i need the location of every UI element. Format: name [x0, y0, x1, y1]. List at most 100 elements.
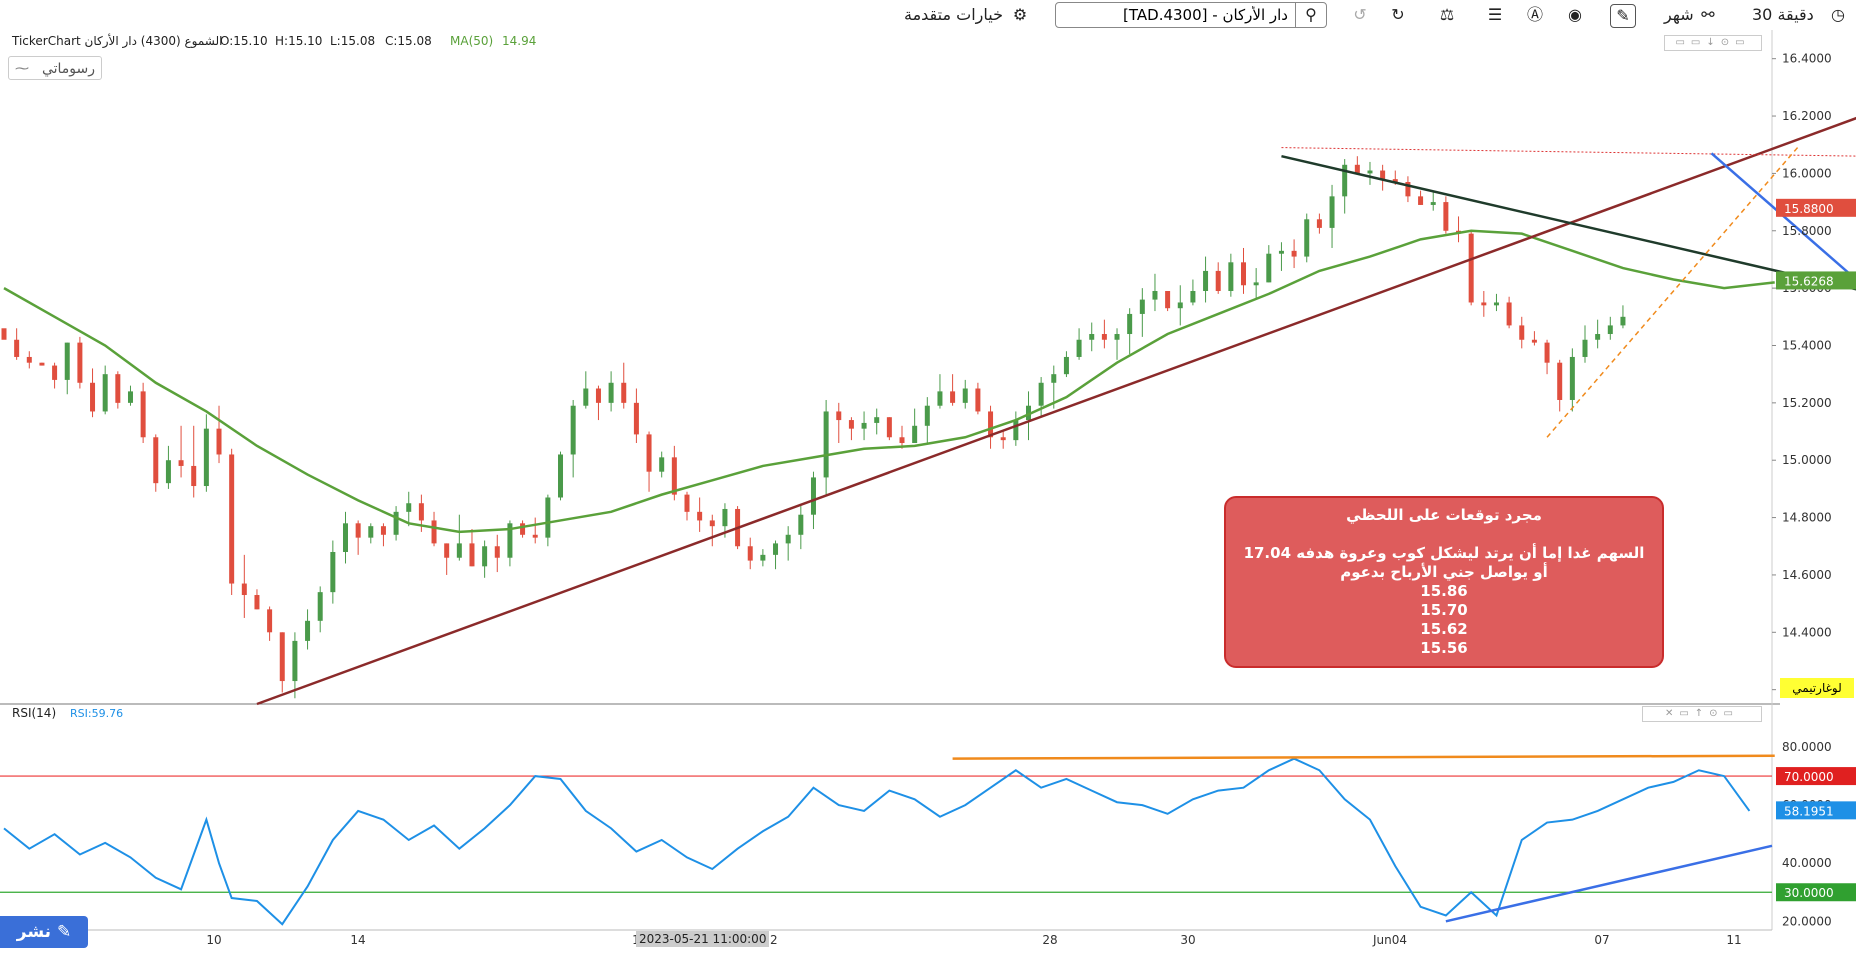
candle-body	[165, 460, 171, 484]
candle-body	[1114, 334, 1120, 340]
candle-body	[482, 546, 488, 567]
candle-body	[191, 465, 197, 487]
search-input[interactable]	[1056, 3, 1296, 27]
candle-body	[1582, 339, 1588, 357]
candle-body	[558, 454, 564, 498]
candle-body	[1595, 334, 1601, 340]
candle-body	[1519, 325, 1525, 340]
candle-body	[988, 411, 994, 438]
rsi-upper-tag: 70.0000	[1784, 770, 1834, 784]
price-tick-label: 15.2000	[1782, 396, 1832, 410]
candle-body	[203, 428, 209, 487]
candle-body	[773, 543, 779, 555]
candle-body	[659, 457, 665, 472]
candle-body	[254, 595, 260, 610]
bars-icon[interactable]: ☰	[1487, 5, 1503, 24]
info-close: C:15.08	[385, 34, 432, 48]
publish-button[interactable]: نشر ✎	[0, 916, 88, 948]
ma-price-tag-bg	[1776, 271, 1856, 290]
candle-body	[153, 437, 159, 484]
candle-body	[1557, 362, 1563, 400]
info-high: H:15.10	[275, 34, 323, 48]
candle-body	[355, 523, 361, 538]
price-tick-label: 16.0000	[1782, 166, 1832, 180]
symbol-search[interactable]: ⚲	[1055, 2, 1327, 28]
annotation-line: السهم غدا إما أن يرتد ليشكل كوب وعروة هد…	[1243, 544, 1645, 562]
ma50-line	[3, 229, 1775, 534]
rsi-value: RSI:59.76	[70, 707, 124, 720]
publish-label: نشر	[16, 922, 52, 942]
candle-body	[545, 497, 551, 538]
candle-body	[1531, 339, 1537, 343]
annotation-line	[1226, 525, 1662, 544]
candle-body	[621, 382, 627, 403]
undo-icon[interactable]: ↺	[1353, 5, 1367, 24]
candle-body	[1569, 356, 1575, 400]
candle-body	[861, 422, 867, 429]
candle-body	[671, 457, 677, 495]
candle-body	[494, 546, 500, 558]
rsi-pane-controls[interactable]: ✕▭↑⊙▭	[1642, 706, 1762, 722]
search-icon[interactable]: ⚲	[1295, 3, 1326, 27]
candle-body	[1, 328, 7, 340]
pencil-icon: ✎	[56, 922, 72, 942]
candle-body	[1354, 164, 1360, 174]
ma-label: MA(50)	[450, 34, 494, 48]
rsi-lower-tag: 30.0000	[1784, 886, 1834, 900]
candle-body	[1177, 302, 1183, 309]
candle-body	[1013, 420, 1019, 441]
drawings-icon: ⁓	[15, 61, 29, 77]
candle-body	[836, 411, 842, 421]
my-drawings-button[interactable]: ⁓ رسوماتي	[8, 56, 102, 80]
time-tick-label: Jun04	[1372, 933, 1407, 947]
candle-body	[406, 503, 412, 512]
candle-body	[520, 523, 526, 535]
candle-body	[102, 374, 108, 412]
candle-body	[267, 609, 273, 633]
candles-group	[1, 156, 1626, 699]
candle-body	[848, 420, 854, 429]
candle-body	[241, 583, 247, 596]
candle-body	[1418, 196, 1424, 205]
candle-body	[1430, 202, 1436, 205]
gear-icon[interactable]: ⚙	[1012, 5, 1028, 24]
ma-price-tag: 15.6268	[1784, 274, 1834, 288]
high-dotted-line	[1281, 147, 1856, 157]
candle-body	[1329, 196, 1335, 228]
candle-body	[216, 428, 222, 455]
ma-value: 14.94	[502, 34, 537, 48]
pane-controls[interactable]: ▭▭↓⊙▭	[1664, 35, 1762, 51]
candle-body	[418, 503, 424, 521]
interval-selector[interactable]: 30 دقيقة	[1752, 5, 1814, 24]
indicator-icon[interactable]: ◉	[1568, 5, 1582, 24]
ma-line-group	[3, 229, 1775, 534]
price-tick-label: 15.0000	[1782, 453, 1832, 467]
candle-body	[90, 382, 96, 412]
price-tick-label: 15.4000	[1782, 338, 1832, 352]
rsi-support-line	[1445, 844, 1773, 923]
rsi-tick-label: 40.0000	[1782, 856, 1832, 870]
advanced-options[interactable]: خيارات متقدمة	[904, 5, 1003, 24]
alert-icon[interactable]: Ⓐ	[1526, 5, 1543, 24]
forecast-annotation[interactable]: مجرد توقعات على اللحظي السهم غدا إما أن ي…	[1224, 496, 1664, 668]
log-scale-toggle[interactable]: لوغارتيمي	[1780, 678, 1854, 698]
candle-body	[1190, 290, 1196, 303]
candle-body	[583, 388, 589, 406]
support-trendline	[256, 116, 1856, 706]
candle-body	[823, 411, 829, 478]
price-tick-label: 15.8000	[1782, 224, 1832, 238]
candle-body	[747, 546, 753, 561]
clock-icon[interactable]: ◷	[1831, 5, 1845, 24]
draw-tool-icon[interactable]: ✎	[1610, 4, 1636, 28]
candle-body	[444, 543, 450, 558]
candle-body	[1051, 374, 1057, 383]
redo-icon[interactable]: ↻	[1391, 5, 1405, 24]
candle-body	[1165, 290, 1171, 309]
toolbar: ◷ 30 دقيقة شهر ⚯ ✎ ◉ Ⓐ ☰ ⚖ ↻ ↺ ⚲ ⚙ خيارا…	[0, 0, 1856, 30]
candle-body	[1367, 170, 1373, 174]
candle-body	[1316, 219, 1322, 228]
compare-icon[interactable]: ⚖	[1439, 5, 1455, 24]
range-selector[interactable]: شهر	[1664, 5, 1694, 24]
rsi-upper-tag-bg	[1776, 767, 1856, 786]
